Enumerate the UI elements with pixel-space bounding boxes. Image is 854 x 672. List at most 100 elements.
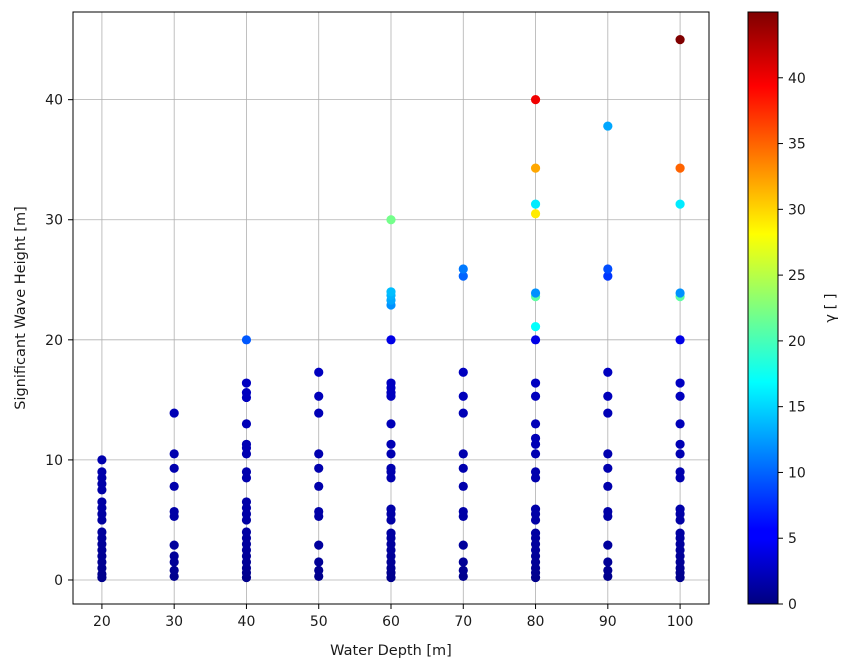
data-point xyxy=(603,481,613,491)
data-point xyxy=(169,449,179,459)
colorbar-tick-label: 35 xyxy=(788,137,806,153)
data-point xyxy=(97,467,107,477)
data-point xyxy=(675,35,685,45)
y-tick-label: 10 xyxy=(45,453,63,469)
data-point xyxy=(314,367,324,377)
data-point xyxy=(603,506,613,517)
data-points xyxy=(97,35,685,583)
data-point xyxy=(603,449,613,459)
data-point xyxy=(530,163,541,173)
colorbar-ticks: 0 5 10 15 20 25 30 35 40 xyxy=(778,71,806,613)
data-point xyxy=(530,322,541,332)
data-point xyxy=(603,391,613,401)
data-point xyxy=(241,439,252,449)
data-point xyxy=(603,264,613,274)
y-tick-label: 30 xyxy=(45,213,63,229)
data-point xyxy=(458,449,468,459)
colorbar-tick-label: 0 xyxy=(788,597,797,613)
x-tick-label: 90 xyxy=(599,614,617,630)
data-point xyxy=(458,367,468,377)
data-point xyxy=(530,209,541,219)
data-point xyxy=(530,199,541,209)
colorbar-tick-label: 15 xyxy=(788,400,806,416)
y-tick-label: 0 xyxy=(54,573,63,589)
data-point xyxy=(675,378,685,388)
data-point xyxy=(458,271,468,281)
data-point xyxy=(169,506,179,517)
x-tick-label: 40 xyxy=(238,614,256,630)
data-point xyxy=(530,288,541,298)
data-point xyxy=(530,335,541,345)
data-point xyxy=(386,215,396,225)
data-point xyxy=(603,121,613,131)
data-point xyxy=(169,540,179,550)
data-point xyxy=(603,557,613,567)
data-point xyxy=(314,391,324,401)
data-point xyxy=(675,419,685,429)
data-point xyxy=(314,506,324,517)
data-point xyxy=(458,557,468,567)
colorbar-tick-label: 30 xyxy=(788,202,806,218)
colorbar-label: γ [ ] xyxy=(823,293,839,322)
x-tick-label: 50 xyxy=(310,614,328,630)
data-point xyxy=(675,335,685,345)
data-point xyxy=(603,565,613,575)
y-tick-label: 40 xyxy=(45,93,63,109)
data-point xyxy=(241,378,252,388)
data-point xyxy=(314,557,324,567)
x-axis-ticks: 20 30 40 50 60 70 80 90 100 xyxy=(93,604,693,630)
data-point xyxy=(458,463,468,473)
x-tick-label: 100 xyxy=(667,614,694,630)
y-tick-label: 20 xyxy=(45,333,63,349)
data-point xyxy=(169,408,179,418)
data-point xyxy=(603,367,613,377)
y-axis-label: Significant Wave Height [m] xyxy=(13,206,29,410)
colorbar xyxy=(747,11,779,605)
data-point xyxy=(458,391,468,401)
data-point xyxy=(675,504,685,514)
data-point xyxy=(386,439,396,449)
data-point xyxy=(169,463,179,473)
data-point xyxy=(458,408,468,418)
data-point xyxy=(241,527,252,537)
data-point xyxy=(530,528,541,538)
data-point xyxy=(314,540,324,550)
data-point xyxy=(97,527,107,537)
data-point xyxy=(675,391,685,401)
x-tick-label: 30 xyxy=(165,614,183,630)
data-point xyxy=(386,419,396,429)
x-tick-label: 70 xyxy=(454,614,472,630)
x-tick-label: 80 xyxy=(527,614,545,630)
data-point xyxy=(530,378,541,388)
data-point xyxy=(603,408,613,418)
data-point xyxy=(386,504,396,514)
data-point xyxy=(458,540,468,550)
data-point xyxy=(241,497,252,507)
colorbar-tick-label: 5 xyxy=(788,531,797,547)
data-point xyxy=(314,449,324,459)
data-point xyxy=(386,528,396,538)
data-point xyxy=(169,481,179,491)
data-point xyxy=(314,481,324,491)
data-point xyxy=(675,199,685,209)
data-point xyxy=(169,551,179,561)
data-point xyxy=(458,264,468,274)
data-point xyxy=(603,540,613,550)
data-point xyxy=(530,95,541,105)
x-axis-label: Water Depth [m] xyxy=(330,643,452,659)
data-point xyxy=(314,565,324,575)
data-point xyxy=(314,463,324,473)
data-point xyxy=(530,419,541,429)
data-point xyxy=(458,481,468,491)
data-point xyxy=(386,287,396,297)
data-point xyxy=(603,463,613,473)
data-point xyxy=(386,335,396,345)
data-point xyxy=(530,391,541,401)
colorbar-tick-label: 25 xyxy=(788,268,806,284)
data-point xyxy=(458,565,468,575)
colorbar-tick-label: 40 xyxy=(788,71,806,87)
data-point xyxy=(386,378,396,388)
data-point xyxy=(386,449,396,459)
data-point xyxy=(241,388,252,398)
